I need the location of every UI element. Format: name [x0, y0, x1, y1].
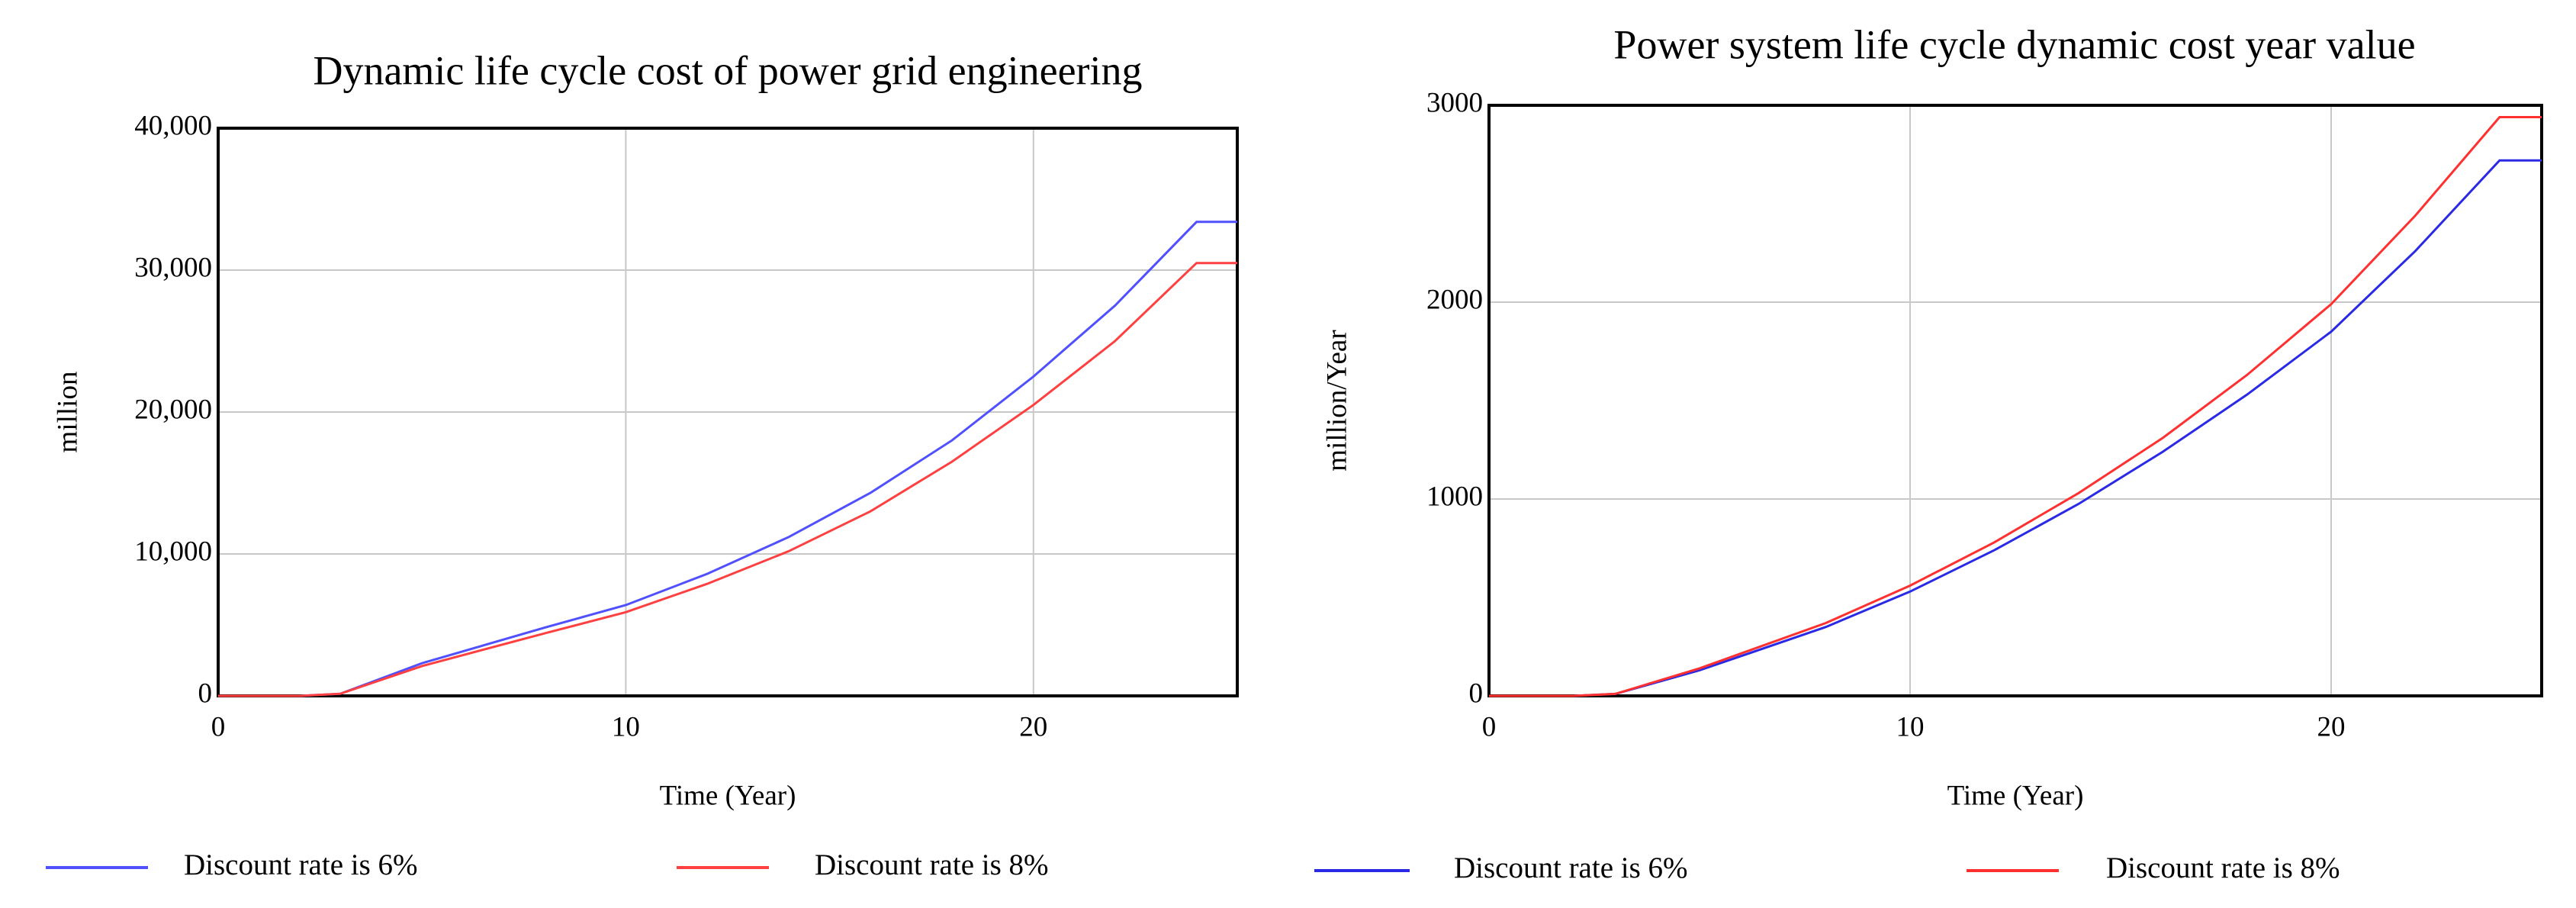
- y-tick-label: 0: [1469, 678, 1484, 709]
- x-tick-label: 0: [1482, 711, 1497, 742]
- y-tick-label: 2000: [1426, 284, 1483, 315]
- x-tick-label: 20: [1019, 711, 1047, 742]
- y-tick-label: 40,000: [134, 110, 212, 141]
- x-tick-label: 20: [2317, 711, 2346, 742]
- x-tick-label: 10: [1896, 711, 1925, 742]
- plot-frame: [217, 127, 1239, 697]
- y-tick-label: 1000: [1426, 481, 1483, 512]
- y-axis-label: million/Year: [1321, 330, 1352, 471]
- y-tick-label: 30,000: [134, 252, 212, 283]
- y-tick-label: 10,000: [134, 536, 212, 567]
- x-axis-label: Time (Year): [660, 780, 796, 811]
- legend-label: Discount rate is 6%: [1454, 852, 1688, 884]
- x-tick-label: 10: [612, 711, 640, 742]
- legend-label: Discount rate is 8%: [2106, 852, 2340, 884]
- series-line: [1489, 116, 2542, 697]
- legend-label: Discount rate is 8%: [815, 848, 1049, 881]
- x-axis-label: Time (Year): [1947, 780, 2084, 811]
- y-axis-label: million: [52, 372, 83, 453]
- chart-title: Dynamic life cycle cost of power grid en…: [313, 47, 1142, 93]
- chart-title: Power system life cycle dynamic cost yea…: [1613, 21, 2415, 67]
- series-line: [218, 262, 1237, 697]
- y-tick-label: 20,000: [134, 394, 212, 425]
- x-tick-label: 0: [211, 711, 226, 742]
- y-tick-label: 3000: [1426, 87, 1483, 118]
- series-line: [218, 221, 1237, 697]
- legend-label: Discount rate is 6%: [184, 848, 418, 881]
- plot-frame: [1487, 104, 2543, 697]
- y-tick-label: 0: [198, 678, 213, 709]
- series-line: [1489, 159, 2542, 697]
